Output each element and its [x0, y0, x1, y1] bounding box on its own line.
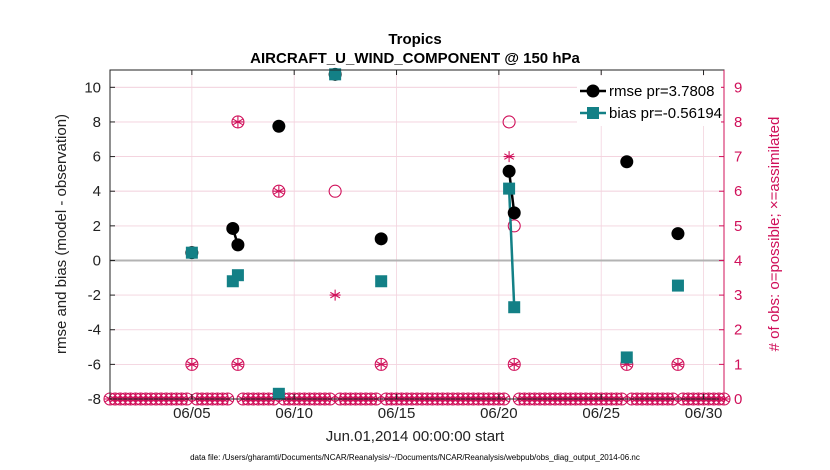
bias-point — [508, 301, 521, 314]
x-tick-label: 06/30 — [685, 405, 723, 422]
rmse-point — [671, 227, 685, 241]
bias-point — [375, 275, 388, 288]
obs-possible-marker — [507, 219, 521, 233]
y-tick-label: 8 — [93, 114, 101, 131]
y-right-tick-label: 5 — [734, 218, 742, 235]
bias-point — [671, 279, 684, 292]
y-tick-label: -4 — [88, 322, 101, 339]
y-right-tick-label: 7 — [734, 149, 742, 166]
y-right-tick-label: 6 — [734, 183, 742, 200]
rmse-point — [620, 155, 634, 169]
y-right-axis-label: # of obs: o=possible; ×=assimilated — [766, 117, 783, 352]
rmse-point — [507, 206, 521, 220]
rmse-point — [231, 238, 245, 252]
legend-rmse-label: rmse pr=3.7808 — [609, 83, 714, 100]
obs-assimilated-marker — [621, 358, 633, 370]
y-right-tick-label: 1 — [734, 356, 742, 373]
y-tick-label: -8 — [88, 391, 101, 408]
y-tick-label: -2 — [88, 287, 101, 304]
legend-box — [577, 76, 721, 126]
obs-possible-marker — [231, 357, 245, 371]
obs-assimilated-marker — [232, 358, 244, 370]
y-right-tick-label: 8 — [734, 114, 742, 131]
obs-possible-marker — [374, 357, 388, 371]
legend-bias-marker — [587, 107, 599, 119]
obs-assimilated-marker — [329, 289, 341, 301]
rmse-point — [374, 232, 388, 246]
rmse-point — [226, 221, 240, 235]
obs-possible-marker — [231, 115, 245, 129]
rmse-point — [502, 164, 516, 178]
x-tick-label: 06/15 — [378, 405, 416, 422]
bias-point — [272, 387, 285, 400]
obs-assimilated-marker — [273, 185, 285, 197]
legend-rmse-marker — [586, 84, 600, 98]
y-tick-label: 4 — [93, 183, 101, 200]
obs-possible-marker — [185, 357, 199, 371]
chart-title: Tropics — [388, 31, 441, 48]
obs-possible-marker — [328, 184, 342, 198]
x-tick-label: 06/10 — [275, 405, 313, 422]
bias-point — [503, 182, 516, 195]
y-right-tick-label: 3 — [734, 287, 742, 304]
y-tick-label: 2 — [93, 218, 101, 235]
x-tick-label: 06/25 — [582, 405, 620, 422]
obs-assimilated-marker — [503, 151, 515, 163]
bias-point — [329, 68, 342, 81]
chart-subtitle: AIRCRAFT_U_WIND_COMPONENT @ 150 hPa — [250, 50, 580, 67]
bias-point — [620, 351, 633, 364]
y-tick-label: 0 — [93, 252, 101, 269]
y-tick-label: -6 — [88, 356, 101, 373]
y-right-tick-label: 9 — [734, 79, 742, 96]
legend-bias-label: bias pr=-0.56194 — [609, 105, 722, 122]
y-right-tick-label: 0 — [734, 391, 742, 408]
obs-assimilated-marker — [186, 358, 198, 370]
obs-possible-marker — [507, 357, 521, 371]
x-tick-label: 06/20 — [480, 405, 518, 422]
bias-point — [185, 246, 198, 259]
obs-possible-marker — [272, 184, 286, 198]
rmse-point — [272, 119, 286, 133]
legend: rmse pr=3.7808 bias pr=-0.56194 — [577, 76, 722, 126]
obs-assimilated-marker — [232, 116, 244, 128]
obs-assimilated-marker — [508, 358, 520, 370]
y-right-tick-label: 2 — [734, 322, 742, 339]
bias-point — [231, 269, 244, 282]
y-tick-label: 6 — [93, 149, 101, 166]
y-axis-label: rmse and bias (model - observation) — [53, 114, 70, 354]
obs-assimilated-marker — [672, 358, 684, 370]
obs-possible-marker — [671, 357, 685, 371]
y-right-tick-label: 4 — [734, 252, 742, 269]
data-file-footnote: data file: /Users/gharamti/Documents/NCA… — [190, 453, 640, 462]
obs-assimilated-marker — [375, 358, 387, 370]
y-tick-label: 10 — [84, 79, 101, 96]
x-axis-label: Jun.01,2014 00:00:00 start — [326, 428, 505, 445]
series — [185, 67, 685, 400]
x-tick-label: 06/05 — [173, 405, 211, 422]
axis-ticks: 06/05 06/10 06/15 06/20 06/25 06/30 -8 -6 -4 -2 0 2… — [84, 70, 742, 422]
obs-possible-marker — [502, 115, 516, 129]
